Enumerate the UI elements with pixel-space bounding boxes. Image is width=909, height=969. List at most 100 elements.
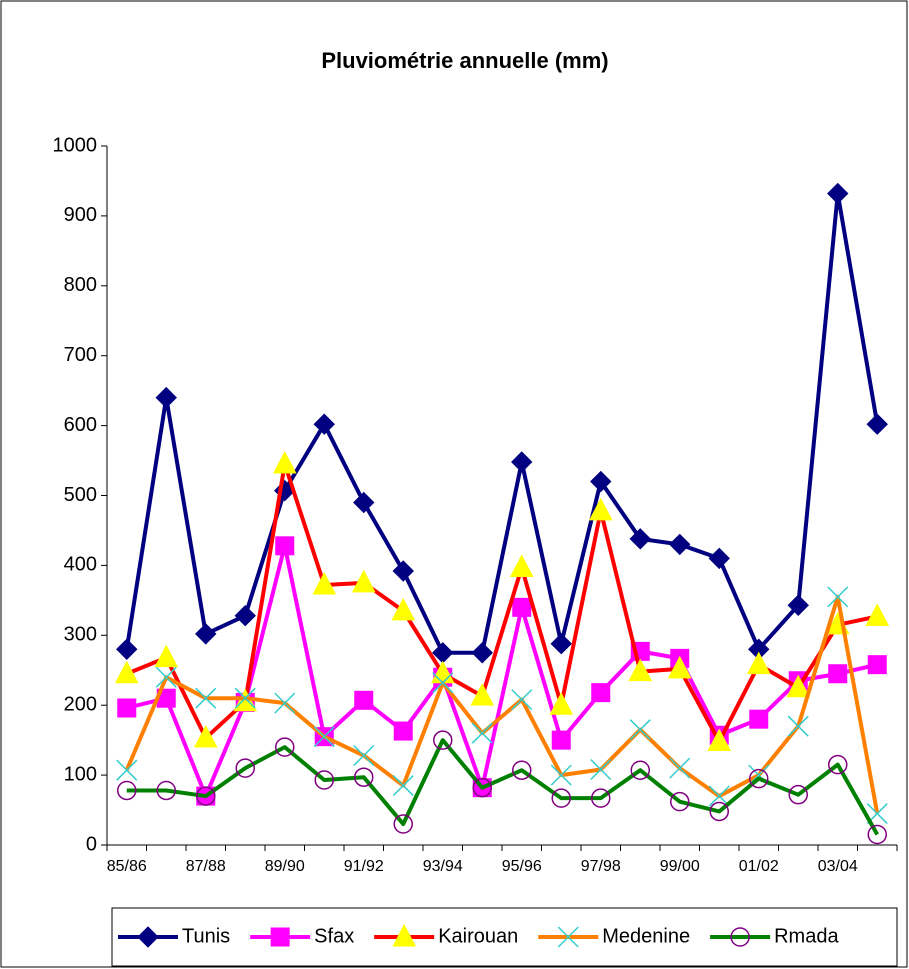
legend-marker	[137, 926, 159, 948]
data-point	[865, 603, 890, 626]
data-point	[588, 497, 613, 521]
data-point	[867, 824, 887, 845]
data-point	[354, 767, 374, 787]
data-point	[628, 658, 653, 682]
x-tick-label: 01/02	[739, 858, 779, 875]
data-point	[707, 728, 732, 752]
data-point	[708, 785, 730, 807]
x-tick-label: 93/94	[423, 858, 463, 875]
y-tick-label: 600	[64, 414, 97, 436]
data-point	[234, 687, 256, 709]
data-point	[156, 780, 176, 801]
data-point	[512, 597, 532, 617]
y-tick-label: 800	[64, 274, 97, 296]
data-point	[551, 788, 571, 808]
data-point	[274, 692, 296, 714]
data-point	[391, 597, 416, 621]
data-point	[272, 450, 297, 474]
legend-marker	[730, 927, 750, 947]
data-point	[471, 642, 493, 664]
chart-title: Pluviométrie annuelle (mm)	[321, 48, 608, 73]
data-point	[749, 709, 769, 729]
y-tick-label: 1000	[53, 134, 98, 156]
x-tick-label: 91/92	[344, 858, 384, 875]
data-point	[590, 470, 612, 493]
data-point	[591, 683, 611, 703]
y-tick-label: 900	[64, 204, 97, 226]
data-point	[116, 638, 138, 660]
data-point	[312, 571, 337, 595]
x-tick-label: 87/88	[186, 858, 226, 875]
data-point	[275, 536, 295, 556]
data-point	[472, 777, 492, 798]
y-tick-label: 200	[64, 693, 97, 715]
data-point	[116, 759, 138, 781]
data-point	[749, 768, 769, 789]
data-point	[629, 528, 651, 550]
data-point	[708, 547, 730, 570]
data-point	[393, 721, 413, 741]
y-tick-label: 100	[64, 763, 97, 785]
data-point	[193, 724, 218, 748]
data-point	[195, 687, 217, 709]
legend-marker	[392, 923, 417, 947]
data-point	[195, 623, 217, 645]
legend-label: Tunis	[182, 925, 230, 947]
data-point	[351, 569, 376, 593]
data-point	[314, 770, 334, 790]
data-point	[196, 786, 216, 806]
x-tick-label: 85/86	[107, 858, 147, 875]
data-point	[669, 757, 691, 779]
data-point	[234, 605, 256, 627]
x-tick-label: 89/90	[265, 858, 305, 875]
data-point	[827, 182, 849, 205]
data-point	[432, 672, 454, 694]
data-point	[275, 737, 295, 757]
data-point	[746, 651, 771, 675]
data-point	[354, 690, 374, 710]
data-point	[709, 801, 729, 822]
data-point	[512, 760, 532, 780]
data-point	[590, 758, 612, 781]
data-point	[392, 560, 414, 582]
data-point	[550, 632, 572, 655]
data-point	[549, 692, 574, 715]
data-point	[667, 655, 692, 679]
legend-label: Medenine	[602, 925, 690, 947]
data-point	[550, 764, 572, 786]
data-point	[787, 594, 809, 616]
legend-label: Sfax	[314, 925, 354, 947]
data-point	[788, 784, 808, 805]
y-tick-label: 0	[86, 833, 97, 855]
data-point	[551, 730, 571, 750]
x-tick-label: 99/00	[660, 858, 700, 875]
y-tick-label: 400	[64, 554, 97, 576]
data-point	[471, 722, 493, 744]
data-point	[509, 554, 534, 577]
data-point	[433, 730, 453, 750]
data-point	[392, 775, 414, 797]
data-point	[155, 666, 177, 688]
data-point	[235, 758, 255, 778]
y-tick-label: 500	[64, 484, 97, 506]
legend-marker	[557, 926, 579, 948]
data-point	[630, 760, 650, 780]
y-tick-label: 700	[64, 344, 97, 366]
series-line	[124, 191, 880, 655]
data-point	[787, 715, 809, 737]
y-tick-label: 300	[64, 624, 97, 646]
series-line	[125, 462, 878, 744]
x-tick-label: 97/98	[581, 858, 621, 875]
data-point	[155, 386, 177, 409]
data-point	[117, 698, 137, 718]
legend-label: Rmada	[774, 925, 839, 947]
data-point	[353, 744, 375, 767]
data-point	[828, 664, 848, 684]
data-point	[670, 791, 690, 812]
data-point	[511, 689, 533, 711]
data-point	[867, 655, 887, 675]
x-tick-label: 03/04	[818, 858, 858, 875]
data-point	[591, 788, 611, 808]
